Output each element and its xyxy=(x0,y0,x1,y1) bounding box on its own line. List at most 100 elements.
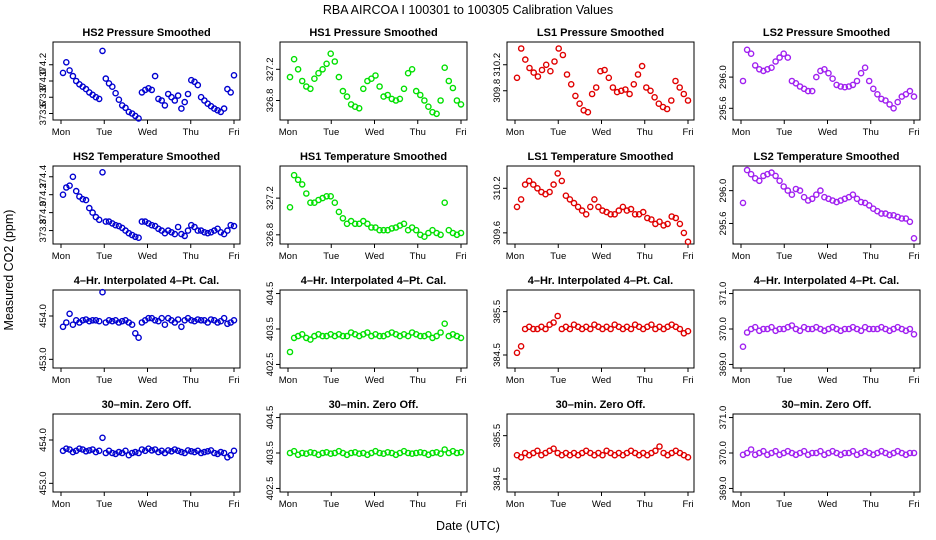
data-point xyxy=(412,449,420,457)
data-point xyxy=(627,205,635,213)
data-point xyxy=(95,216,103,224)
x-tick-label: Tue xyxy=(323,375,339,386)
data-point xyxy=(298,330,306,338)
y-axis: 369.0 370.0 371.0 xyxy=(718,406,733,500)
data-point xyxy=(89,209,96,216)
data-point xyxy=(865,202,873,209)
data-point xyxy=(197,316,205,324)
data-point xyxy=(343,332,351,340)
data-point xyxy=(141,86,149,94)
x-tick-label: Mon xyxy=(52,127,70,138)
data-point xyxy=(302,190,310,197)
data-point xyxy=(230,447,238,455)
x-tick-label: Wed xyxy=(138,251,157,262)
data-point xyxy=(513,349,521,357)
data-point xyxy=(99,434,106,442)
plot-frame xyxy=(732,41,921,121)
data-point xyxy=(772,172,779,180)
data-point xyxy=(161,102,169,109)
data-series xyxy=(59,47,238,122)
data-point xyxy=(181,232,188,240)
data-point xyxy=(743,449,751,457)
data-point xyxy=(82,447,90,455)
x-tick-label: Tue xyxy=(323,499,339,510)
y-tick-label: 373.8 xyxy=(38,219,49,243)
y-tick-label: 374.4 xyxy=(38,165,49,189)
data-point xyxy=(66,67,73,74)
data-point xyxy=(187,447,195,455)
data-series xyxy=(59,434,238,461)
data-point xyxy=(829,75,836,82)
panel-title: HS2 Pressure Smoothed xyxy=(82,27,210,39)
x-tick-label: Wed xyxy=(365,251,384,262)
data-point xyxy=(201,228,208,236)
data-point xyxy=(601,66,608,74)
data-point xyxy=(404,449,412,457)
x-tick-label: Wed xyxy=(818,375,837,386)
data-point xyxy=(874,91,881,98)
panel-2: HS1 Pressure Smoothed 326.8 327.2 Mon Tue Wed… xyxy=(265,27,468,138)
data-point xyxy=(400,220,408,228)
x-tick-label: Tue xyxy=(550,499,566,510)
data-point xyxy=(191,78,198,86)
x-tick-label: Tue xyxy=(776,127,792,138)
data-point xyxy=(534,184,541,192)
x-tick-label: Mon xyxy=(52,251,70,262)
x-tick-label: Wed xyxy=(592,251,611,262)
data-point xyxy=(768,323,775,331)
data-point xyxy=(776,54,783,61)
data-point xyxy=(792,80,800,87)
y-axis: 453.0 454.0 xyxy=(38,304,53,371)
data-point xyxy=(220,314,228,322)
data-point xyxy=(323,192,330,200)
panel-title: 30–min. Zero Off. xyxy=(102,399,192,411)
data-point xyxy=(457,229,465,237)
data-point xyxy=(227,89,234,96)
x-axis-label: Date (UTC) xyxy=(436,519,500,533)
data-point xyxy=(572,92,579,100)
data-point xyxy=(155,225,162,233)
data-point xyxy=(547,67,554,75)
data-point xyxy=(676,325,684,333)
data-point xyxy=(168,447,175,455)
data-point xyxy=(102,75,110,82)
data-point xyxy=(191,448,198,456)
x-tick-label: Fri xyxy=(908,127,919,138)
data-point xyxy=(95,317,103,325)
data-point xyxy=(125,108,133,116)
panel-title: 30–min. Zero Off. xyxy=(329,399,419,411)
data-point xyxy=(619,203,627,211)
data-point xyxy=(607,210,614,218)
x-tick-label: Mon xyxy=(506,251,524,262)
data-point xyxy=(664,220,671,228)
data-point xyxy=(339,332,347,340)
data-point xyxy=(95,95,103,103)
plot-frame xyxy=(279,41,468,121)
data-point xyxy=(894,98,902,106)
x-axis: Mon Tue Wed Thu Fri xyxy=(506,120,694,138)
y-tick-label: 310.2 xyxy=(492,53,503,77)
data-point xyxy=(555,45,563,52)
data-point xyxy=(558,177,566,185)
data-point xyxy=(425,103,432,110)
data-point xyxy=(59,69,67,77)
data-series xyxy=(739,46,918,112)
y-axis: 326.8 327.2 xyxy=(265,57,280,112)
data-point xyxy=(359,85,367,93)
data-point xyxy=(220,105,228,112)
y-tick-label: 310.2 xyxy=(492,176,503,200)
x-axis: Mon Tue Wed Thu Fri xyxy=(732,368,920,386)
panel-11: 4–Hr. Interpolated 4–Pt. Cal. 384.5 385.5 M… xyxy=(492,275,695,386)
data-point xyxy=(151,72,159,80)
data-point xyxy=(857,69,865,77)
data-point xyxy=(813,73,820,81)
data-point xyxy=(224,227,231,234)
panel-title: 30–min. Zero Off. xyxy=(782,399,872,411)
y-tick-label: 384.5 xyxy=(492,343,503,367)
x-tick-label: Thu xyxy=(183,251,199,262)
panel-6: HS1 Temperature Smoothed 326.8 327.2 Mon Tue… xyxy=(265,151,468,262)
y-tick-label: 370.0 xyxy=(718,441,729,465)
data-point xyxy=(910,234,918,242)
data-point xyxy=(788,322,796,329)
data-point xyxy=(376,226,383,234)
